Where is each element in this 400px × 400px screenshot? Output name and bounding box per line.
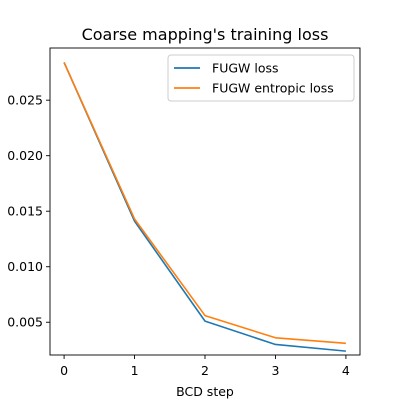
y-tick-label: 0.010 xyxy=(7,259,43,274)
chart-title: Coarse mapping's training loss xyxy=(82,25,329,44)
legend-label-2: FUGW entropic loss xyxy=(212,81,334,96)
legend-box xyxy=(167,54,355,102)
plot-area: 0 1 2 3 4 0.005 0.010 0.015 0.020 0.025 xyxy=(7,47,361,378)
y-tick-label: 0.015 xyxy=(7,204,43,219)
y-tick-label: 0.020 xyxy=(7,148,43,163)
x-tick-label: 3 xyxy=(271,363,279,378)
x-axis-label: BCD step xyxy=(176,384,234,399)
y-tick-label: 0.025 xyxy=(7,93,43,108)
legend: FUGW loss FUGW entropic loss xyxy=(167,54,355,102)
y-tick-label: 0.005 xyxy=(7,315,43,330)
x-tick-label: 4 xyxy=(342,363,350,378)
x-tick-label: 1 xyxy=(131,363,139,378)
series-line-2 xyxy=(63,62,346,345)
series-line-1 xyxy=(63,62,346,352)
legend-label-1: FUGW loss xyxy=(212,61,279,76)
x-tick-label: 0 xyxy=(60,363,68,378)
x-tick-label: 2 xyxy=(201,363,209,378)
